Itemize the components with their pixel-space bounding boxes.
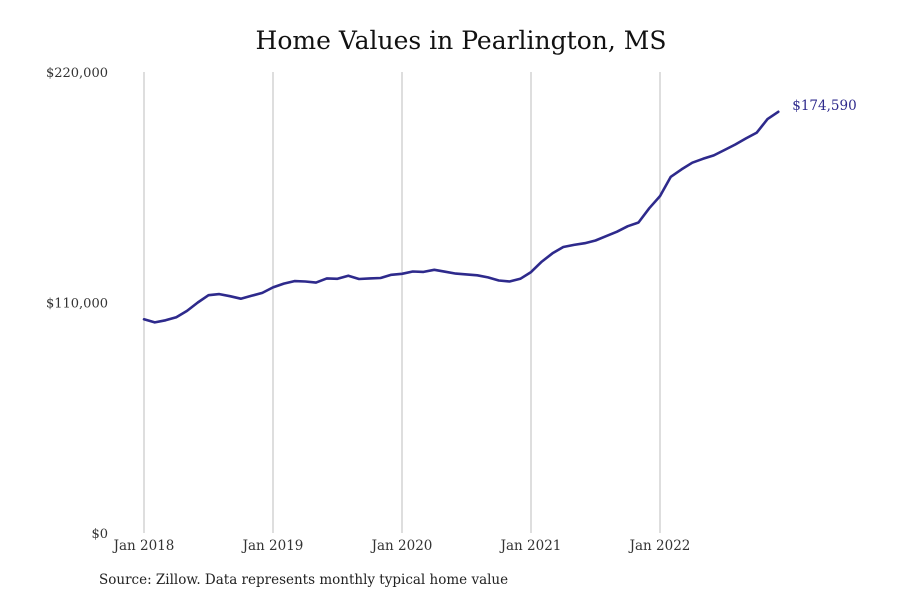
x-tick-label: Jan 2020 <box>370 538 433 554</box>
end-value-label: $174,590 <box>792 98 856 114</box>
x-tick-label: Jan 2019 <box>241 538 304 554</box>
x-tick-label: Jan 2021 <box>499 538 562 554</box>
x-tick-label: Jan 2022 <box>628 538 691 554</box>
y-tick-label: $110,000 <box>46 297 108 312</box>
chart-title: Home Values in Pearlington, MS <box>255 26 667 55</box>
series-line <box>142 110 780 324</box>
source-note: Source: Zillow. Data represents monthly … <box>99 572 509 588</box>
x-tick-label: Jan 2018 <box>112 538 175 554</box>
y-tick-label: $220,000 <box>46 66 108 81</box>
y-tick-label: $0 <box>91 527 108 542</box>
